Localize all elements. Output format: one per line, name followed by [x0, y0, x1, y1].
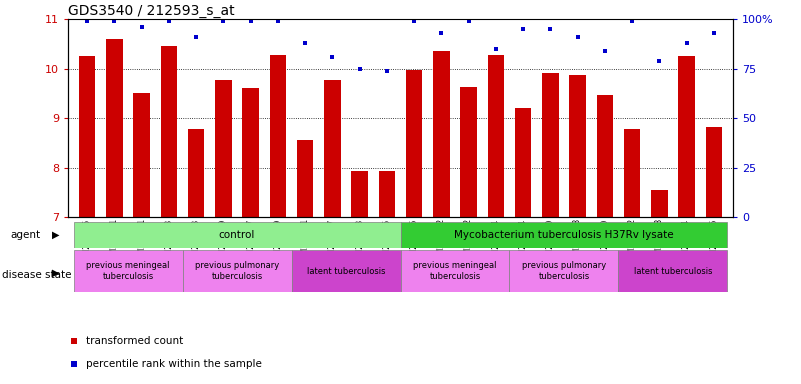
- Bar: [134, 93, 150, 217]
- Bar: [297, 140, 313, 217]
- Point: [299, 40, 312, 46]
- Bar: [624, 129, 640, 217]
- Bar: [352, 171, 368, 217]
- Text: Mycobacterium tuberculosis H37Rv lysate: Mycobacterium tuberculosis H37Rv lysate: [454, 230, 674, 240]
- Bar: [79, 56, 95, 217]
- Bar: [433, 51, 449, 217]
- Bar: [488, 55, 504, 217]
- Point: [135, 24, 148, 30]
- Bar: [678, 56, 694, 217]
- Point: [598, 48, 611, 54]
- Point: [326, 54, 339, 60]
- Bar: [515, 108, 531, 217]
- Point: [544, 26, 557, 32]
- Bar: [74, 222, 401, 248]
- Bar: [400, 250, 509, 292]
- Text: disease state: disease state: [2, 270, 72, 280]
- Text: ▶: ▶: [52, 230, 59, 240]
- Text: previous pulmonary
tuberculosis: previous pulmonary tuberculosis: [522, 262, 606, 281]
- Bar: [651, 190, 667, 217]
- Point: [108, 18, 121, 24]
- Point: [244, 18, 257, 24]
- Point: [353, 66, 366, 72]
- Point: [190, 34, 203, 40]
- Bar: [270, 55, 286, 217]
- Bar: [509, 250, 618, 292]
- Bar: [406, 70, 422, 217]
- Text: previous meningeal
tuberculosis: previous meningeal tuberculosis: [413, 262, 497, 281]
- Bar: [400, 222, 727, 248]
- Point: [653, 58, 666, 64]
- Bar: [324, 80, 340, 217]
- Bar: [570, 75, 586, 217]
- Point: [67, 338, 80, 344]
- Text: ▶: ▶: [52, 268, 59, 278]
- Point: [380, 68, 393, 74]
- Bar: [542, 73, 558, 217]
- Bar: [107, 39, 123, 217]
- Point: [707, 30, 720, 36]
- Bar: [183, 250, 292, 292]
- Bar: [597, 95, 613, 217]
- Point: [626, 18, 638, 24]
- Point: [517, 26, 529, 32]
- Point: [571, 34, 584, 40]
- Text: percentile rank within the sample: percentile rank within the sample: [87, 359, 262, 369]
- Bar: [618, 250, 727, 292]
- Bar: [215, 79, 231, 217]
- Bar: [706, 127, 722, 217]
- Text: previous meningeal
tuberculosis: previous meningeal tuberculosis: [87, 262, 170, 281]
- Point: [680, 40, 693, 46]
- Point: [67, 361, 80, 367]
- Text: control: control: [219, 230, 256, 240]
- Text: transformed count: transformed count: [87, 336, 183, 346]
- Bar: [188, 129, 204, 217]
- Point: [435, 30, 448, 36]
- Point: [408, 18, 421, 24]
- Text: latent tuberculosis: latent tuberculosis: [634, 266, 712, 276]
- Text: previous pulmonary
tuberculosis: previous pulmonary tuberculosis: [195, 262, 279, 281]
- Text: agent: agent: [10, 230, 41, 240]
- Point: [489, 46, 502, 52]
- Bar: [243, 88, 259, 217]
- Text: GDS3540 / 212593_s_at: GDS3540 / 212593_s_at: [68, 4, 235, 18]
- Bar: [292, 250, 400, 292]
- Text: latent tuberculosis: latent tuberculosis: [307, 266, 385, 276]
- Bar: [461, 87, 477, 217]
- Bar: [379, 171, 395, 217]
- Bar: [161, 46, 177, 217]
- Bar: [74, 250, 183, 292]
- Point: [272, 18, 284, 24]
- Point: [163, 18, 175, 24]
- Point: [217, 18, 230, 24]
- Point: [81, 18, 94, 24]
- Point: [462, 18, 475, 24]
